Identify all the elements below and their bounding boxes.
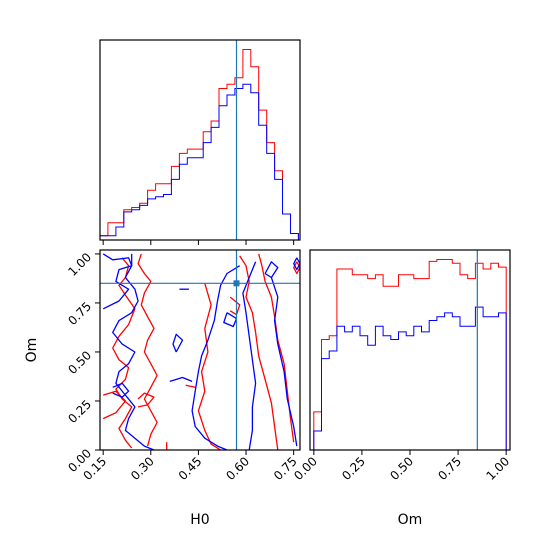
om-hist-x-tick-label: 0.50 — [387, 454, 416, 483]
contour-y-tick-label: 0.75 — [65, 299, 94, 328]
contour-series-b-0 — [102, 253, 133, 310]
contour-series-a-2 — [102, 390, 127, 420]
h0-histogram-panel — [99, 39, 301, 241]
contour-series-b-6 — [191, 265, 241, 450]
contour-series-b-5 — [172, 333, 184, 353]
contour-series-b-4 — [169, 376, 193, 383]
om-histogram-panel — [309, 249, 511, 451]
om-histogram-frame — [309, 249, 511, 451]
om-hist-x-tick-label: 0.00 — [291, 454, 320, 483]
om-hist-series-a — [313, 259, 507, 450]
contour-series-a-3 — [137, 392, 155, 408]
x-axis-label-om: Om — [398, 512, 423, 528]
contour-panel — [99, 249, 301, 451]
contour-series-a-10 — [293, 261, 300, 275]
om-hist-x-tick-label: 0.75 — [435, 454, 464, 483]
contour-y-tick-label: 0.50 — [65, 348, 94, 377]
contour-series-a-9 — [229, 296, 241, 316]
contour-series-a-8 — [258, 253, 295, 443]
contour-y-tick-label: 0.25 — [65, 397, 94, 426]
contour-series-b-8 — [270, 277, 298, 447]
om-histogram-marks — [313, 250, 507, 450]
contour-series-b-2 — [112, 382, 130, 398]
contour-x-tick-label: 0.30 — [128, 454, 157, 483]
contour-series-a-1 — [137, 253, 158, 447]
x-axis-label-h0: H0 — [190, 512, 209, 528]
contour-lines — [102, 253, 300, 450]
om-hist-x-tick-label: 1.00 — [483, 454, 512, 483]
contour-x-tick-label: 0.60 — [223, 454, 252, 483]
contour-marks — [100, 250, 300, 450]
h0-histogram-marks — [99, 40, 299, 240]
contour-y-tick-label: 1.00 — [65, 250, 94, 279]
contour-series-a-7 — [239, 255, 279, 450]
om-hist-series-b — [313, 306, 507, 450]
contour-series-b-10 — [264, 261, 279, 279]
h0-histogram-frame — [99, 39, 301, 241]
contour-series-a-6 — [197, 283, 221, 450]
contour-series-b-1 — [112, 253, 155, 450]
contour-series-b-7 — [242, 261, 257, 450]
contour-x-tick-label: 0.45 — [176, 454, 205, 483]
h0-hist-series-b — [99, 83, 299, 240]
truth-marker — [233, 280, 240, 287]
axis-ticks: 0.15 0.30 0.45 0.60 0.750.000.250.500.751.00… — [65, 240, 512, 483]
y-axis-label-om: Om — [24, 338, 40, 363]
contour-series-a-5 — [185, 384, 196, 388]
contour-series-b-11 — [293, 257, 300, 271]
om-hist-x-tick-label: 0.25 — [339, 454, 368, 483]
contour-series-b-9 — [223, 312, 238, 328]
contour-series-a-0 — [112, 257, 136, 449]
contour-frame — [99, 249, 301, 451]
